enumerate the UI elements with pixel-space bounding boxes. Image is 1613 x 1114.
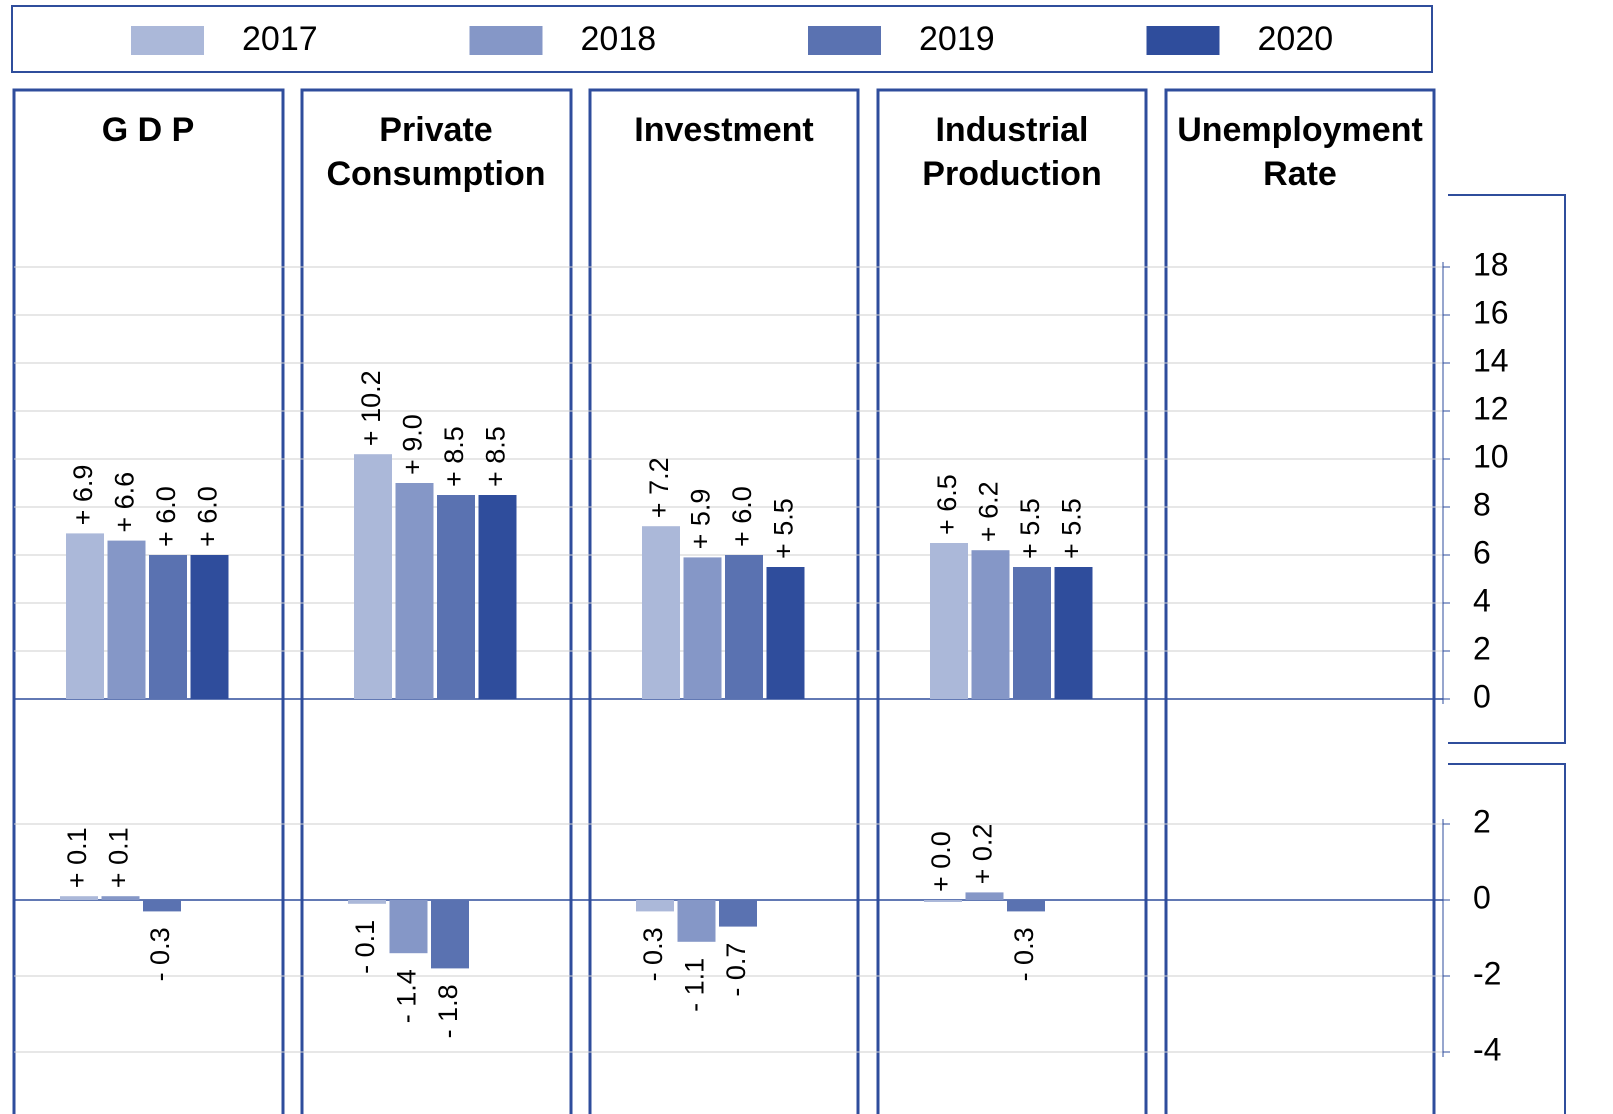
bar [971,550,1010,699]
value-label: + 7.2 [644,457,674,518]
category-label: Investment [634,111,814,149]
value-label: - 0.1 [350,920,380,974]
bar [354,454,392,699]
y-tick-label: 10 [1473,438,1509,474]
bar [636,900,674,912]
bar [431,900,469,969]
bar [924,900,962,902]
bar [389,900,428,954]
value-label: + 0.1 [62,827,92,888]
value-label: + 5.5 [1015,498,1045,559]
value-label: + 6.0 [727,486,757,547]
value-label: + 6.0 [193,486,223,547]
value-label: + 0.1 [104,827,134,888]
y-tick-label: 2 [1473,803,1491,839]
y-tick-label: 16 [1473,294,1509,330]
y-tick-label: 0 [1473,879,1491,915]
legend-label: 2017 [242,20,318,58]
y-tick-label: 8 [1473,486,1491,522]
y-tick-label: 6 [1473,534,1491,570]
category-label: Unemployment Rate [1177,111,1423,193]
value-label: + 8.5 [439,426,469,487]
value-label: + 5.9 [686,489,716,550]
bar [348,900,386,904]
bar [60,896,98,900]
bar [437,495,475,699]
bar [930,543,968,699]
category-label: Industrial Production [922,111,1102,193]
value-label: - 1.1 [680,958,710,1012]
y-tick-label: 18 [1473,246,1509,282]
value-label: + 0.2 [968,824,998,885]
value-label: - 0.3 [1009,927,1039,981]
value-label: + 6.6 [110,472,140,533]
bar [1013,567,1051,699]
bar [719,900,757,927]
category-label: Private Consumption [326,111,546,193]
y-tick-label: -2 [1473,955,1501,991]
bar [683,557,722,699]
legend-label: 2018 [581,20,657,58]
value-label: + 5.5 [769,498,799,559]
bar [1007,900,1045,912]
category-label: G D P [101,111,195,149]
bar [642,526,680,699]
legend-swatch [131,26,204,55]
bar [965,892,1004,900]
legend-swatch [469,26,543,55]
bar [1054,567,1093,699]
legend-swatch [1146,26,1220,55]
value-label: + 5.5 [1057,498,1087,559]
legend-label: 2020 [1258,20,1334,58]
value-label: + 8.5 [481,426,511,487]
value-label: + 6.0 [151,486,181,547]
value-label: + 9.0 [398,414,428,475]
bar [677,900,716,942]
y-tick-label: 0 [1473,678,1491,714]
value-label: + 6.9 [68,465,98,526]
value-label: + 10.2 [356,370,386,446]
panel-frames [1448,194,1566,1114]
legend-label: 2019 [919,20,995,58]
value-label: - 0.3 [145,927,175,981]
value-label: + 0.0 [926,831,956,892]
value-label: - 1.8 [433,984,463,1038]
bar [66,533,104,699]
bar [395,483,434,699]
y-tick-label: 4 [1473,582,1491,618]
bar [143,900,181,912]
value-label: - 0.3 [638,927,668,981]
value-label: + 6.2 [974,481,1004,542]
column-frames [12,88,1436,1114]
value-label: - 1.4 [392,969,422,1023]
bar [190,555,229,699]
bar [725,555,763,699]
bar [766,567,805,699]
bar [149,555,187,699]
bar [101,896,140,900]
value-label: + 6.5 [932,474,962,535]
value-label: - 0.7 [721,943,751,997]
legend-swatch [808,26,881,55]
bar [107,540,146,699]
y-tick-label: 12 [1473,390,1509,426]
legend-box [11,5,1433,73]
y-tick-label: -4 [1473,1031,1501,1067]
y-tick-label: 14 [1473,342,1509,378]
bar [478,495,517,699]
y-tick-label: 2 [1473,630,1491,666]
